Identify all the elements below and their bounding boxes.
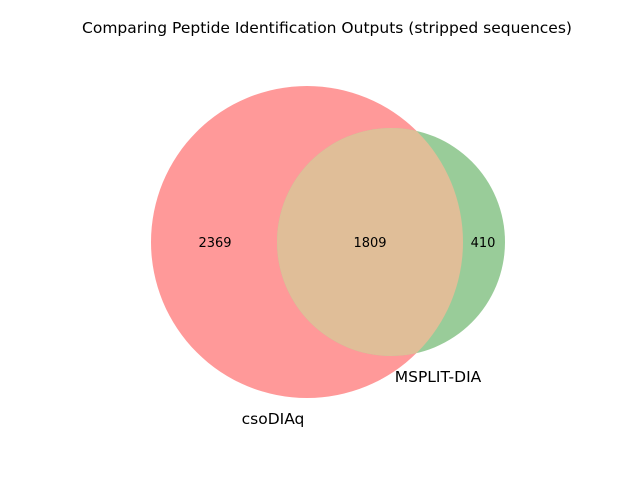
intersection-region bbox=[277, 128, 463, 356]
set-label-msplit-dia: MSPLIT-DIA bbox=[395, 368, 482, 386]
chart-title: Comparing Peptide Identification Outputs… bbox=[82, 19, 572, 37]
set-label-csodiaq: csoDIAq bbox=[242, 410, 305, 428]
csodiaq-only-count: 2369 bbox=[198, 236, 231, 251]
intersection-count: 1809 bbox=[353, 236, 386, 251]
msplit-dia-only-count: 410 bbox=[471, 236, 496, 251]
